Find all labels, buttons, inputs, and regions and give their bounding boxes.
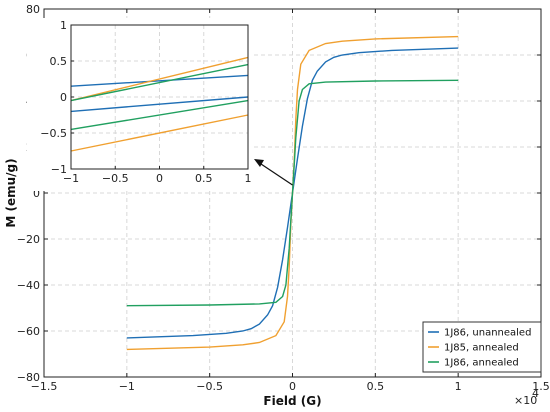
- legend-box: [422, 321, 542, 373]
- zoom-arrow-head: [254, 159, 264, 167]
- y-axis-title: M (emu/g): [4, 158, 18, 227]
- y-tick-label: 80: [26, 3, 40, 16]
- inset-y-tick-label: −0.5: [40, 127, 67, 140]
- y-tick-label: −60: [17, 325, 40, 338]
- x-tick-label: −1: [119, 380, 135, 393]
- inset-series-line-3: [70, 114, 249, 152]
- inset-series-line-4: [70, 63, 249, 102]
- inset-x-tick-label: 0.5: [195, 172, 213, 185]
- x-multiplier-exponent: 4: [532, 387, 539, 400]
- legend-entry-1: 1J85, annealed: [444, 343, 519, 354]
- y-tick-label: −40: [17, 279, 40, 292]
- zoom-arrow-shaft: [257, 161, 293, 186]
- series-line-2: [126, 79, 459, 307]
- y-tick-label: 0: [33, 187, 40, 200]
- inset-series-line-0: [70, 74, 249, 87]
- inset-y-tick-label: 0: [60, 91, 67, 104]
- inset-series-line-1: [70, 96, 249, 113]
- inset-x-tick-label: 1: [245, 172, 252, 185]
- y-tick-label: −80: [17, 371, 40, 384]
- inset-series-line-5: [70, 99, 249, 131]
- inset-background: [27, 18, 254, 191]
- x-tick-label: 1: [455, 380, 462, 393]
- x-tick-label: 0: [289, 380, 296, 393]
- inset-y-tick-label: 0.5: [50, 55, 68, 68]
- inset-series-line-2: [70, 56, 249, 102]
- inset-x-tick-label: −1: [63, 172, 79, 185]
- legend-entry-0: 1J86, unannealed: [444, 328, 531, 339]
- inset-x-tick-label: −0.5: [102, 172, 129, 185]
- legend-entry-2: 1J86, annealed: [444, 358, 519, 369]
- x-tick-label: −0.5: [196, 380, 223, 393]
- x-tick-label: 1.5: [532, 380, 550, 393]
- x-tick-label: −1.5: [31, 380, 58, 393]
- x-axis-title: Field (G): [263, 394, 321, 408]
- inset-y-tick-label: 1: [60, 19, 67, 32]
- inset-x-tick-label: 0: [156, 172, 163, 185]
- x-multiplier-label: ×10: [514, 394, 537, 407]
- y-tick-label: −20: [17, 233, 40, 246]
- inset-y-tick-label: −1: [51, 163, 67, 176]
- x-tick-label: 0.5: [367, 380, 385, 393]
